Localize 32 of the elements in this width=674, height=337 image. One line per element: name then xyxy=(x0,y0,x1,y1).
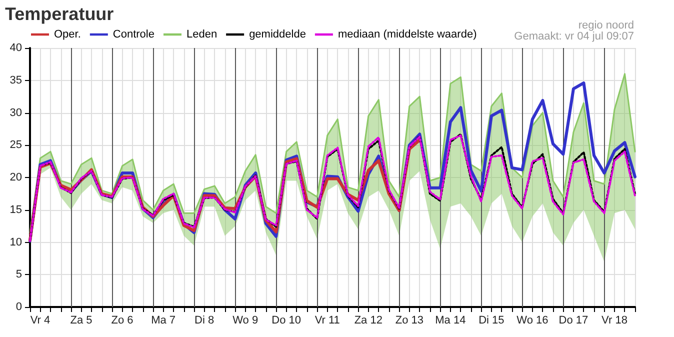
y-tick-label: 0 xyxy=(16,301,22,313)
y-tick-label: 40 xyxy=(10,42,22,54)
y-tick-label: 30 xyxy=(10,106,22,119)
x-tick-label: Vr 4 xyxy=(30,314,50,326)
y-tick-label: 35 xyxy=(10,74,22,86)
y-tick-label: 5 xyxy=(16,268,22,281)
x-tick-label: Do 10 xyxy=(272,314,302,326)
legend-label: Leden xyxy=(186,28,218,40)
legend-label: gemiddelde xyxy=(249,28,306,40)
legend-label: mediaan (middelste waarde) xyxy=(338,28,477,40)
x-tick-label: Ma 7 xyxy=(151,314,176,326)
chart-title: Temperatuur xyxy=(5,4,114,24)
x-tick-label: Za 12 xyxy=(354,314,382,326)
legend-label: Oper. xyxy=(54,28,81,40)
y-tick-label: 15 xyxy=(10,204,22,216)
x-tick-label: Vr 11 xyxy=(314,314,340,326)
text: regio noord xyxy=(578,20,634,32)
y-tick-label: 10 xyxy=(10,236,22,248)
x-tick-label: Di 15 xyxy=(478,314,504,326)
x-tick-label: Di 8 xyxy=(194,314,214,326)
legend-label: Controle xyxy=(112,28,154,40)
x-tick-label: Wo 9 xyxy=(232,314,258,326)
y-tick-label: 20 xyxy=(10,172,22,184)
x-tick-label: Ma 14 xyxy=(435,314,466,326)
x-tick-label: Zo 6 xyxy=(111,314,134,326)
x-tick-label: Za 5 xyxy=(70,314,92,326)
y-tick-label: 25 xyxy=(10,139,22,152)
x-tick-label: Zo 13 xyxy=(395,314,424,326)
x-tick-label: Wo 16 xyxy=(516,314,548,326)
x-tick-label: Do 17 xyxy=(558,314,588,326)
x-tick-label: Vr 18 xyxy=(602,314,628,326)
text: Gemaakt: vr 04 jul 09:07 xyxy=(514,30,634,42)
